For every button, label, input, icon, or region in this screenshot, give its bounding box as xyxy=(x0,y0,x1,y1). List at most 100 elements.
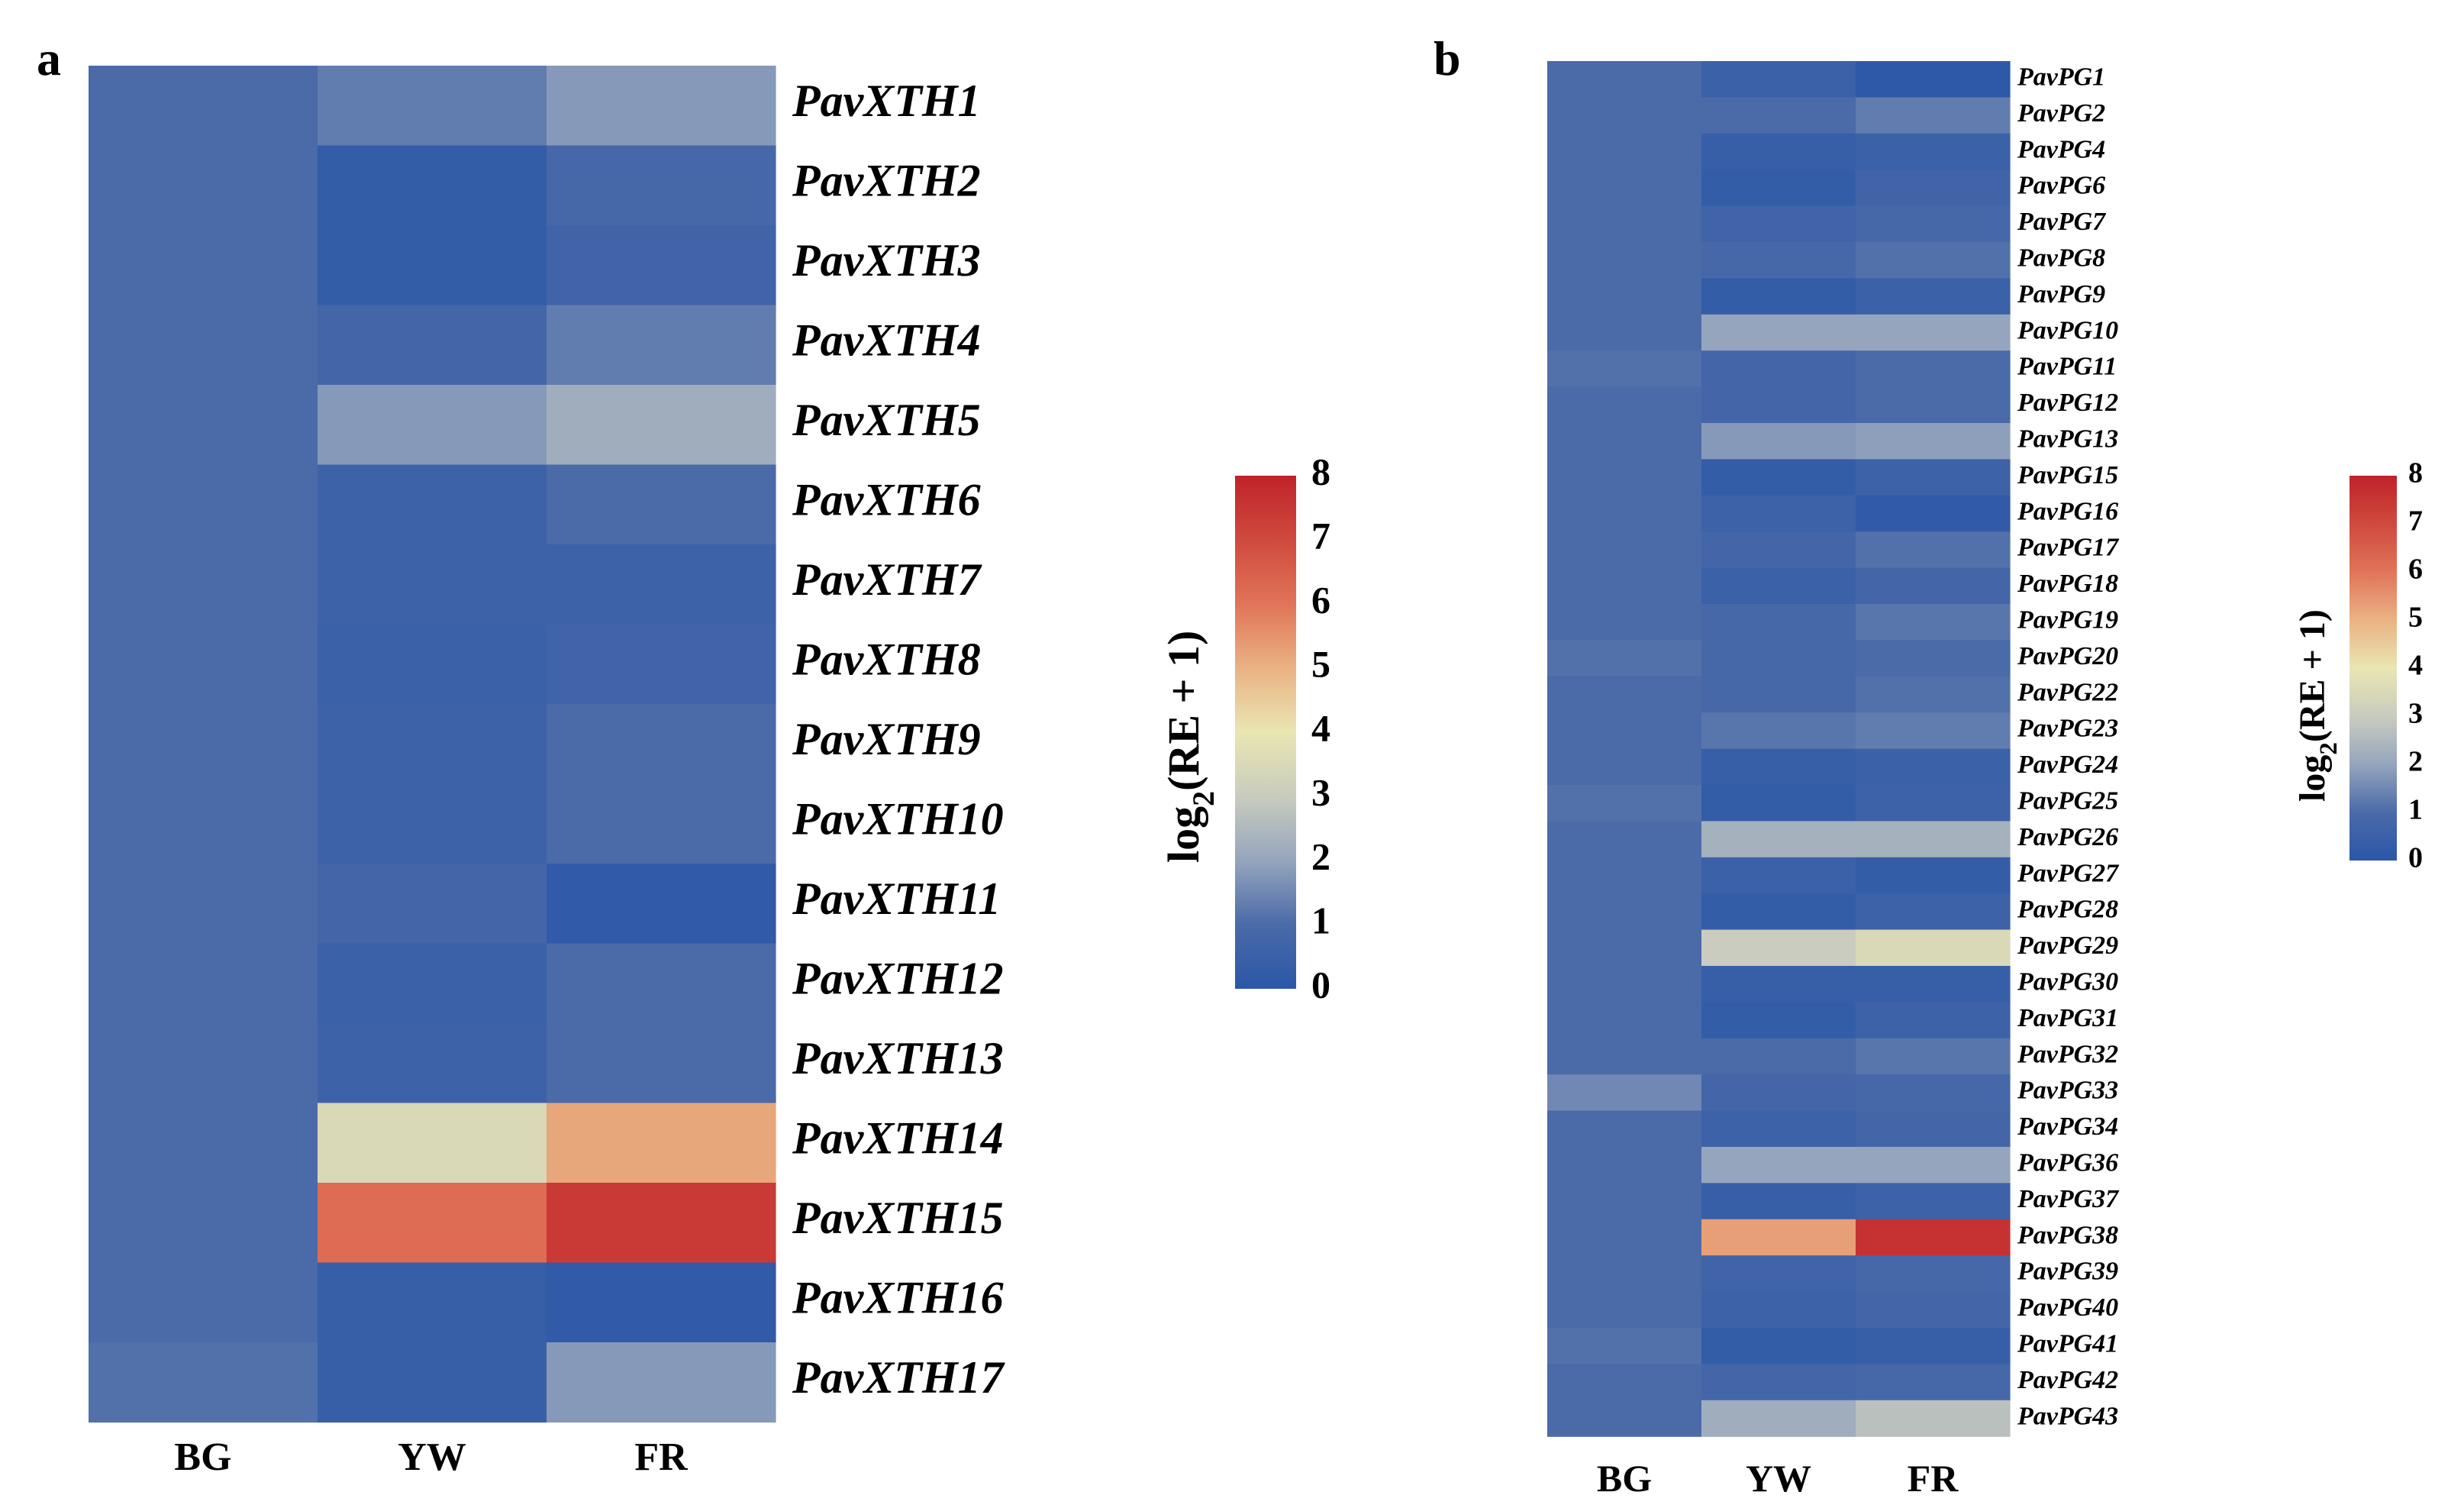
heatmap-cell-pavpg7-bg xyxy=(1547,205,1702,243)
column-label-fr: FR xyxy=(1908,1457,1959,1500)
colorbar-ticks-panel-b: 0 1 2 3 4 5 6 7 8 xyxy=(2408,457,2423,874)
heatmap-cell-pavpg6-bg xyxy=(1547,170,1702,207)
row-label: PavXTH14 xyxy=(792,1113,1004,1164)
heatmap-cell-pavxth15-bg xyxy=(89,1183,318,1264)
heatmap-cell-pavpg4-yw xyxy=(1701,133,1856,170)
heatmap-cell-pavpg18-fr xyxy=(1856,567,2011,605)
heatmap-cell-pavpg16-yw xyxy=(1701,495,1856,532)
heatmap-cell-pavxth16-bg xyxy=(89,1262,318,1343)
heatmap-cell-pavpg20-yw xyxy=(1701,640,1856,677)
colorbar-gradient xyxy=(1235,476,1296,989)
heatmap-cell-pavpg6-yw xyxy=(1701,170,1856,207)
row-label: PavPG22 xyxy=(2017,678,2118,706)
heatmap-cell-pavpg40-fr xyxy=(1856,1291,2011,1329)
row-label: PavPG13 xyxy=(2017,425,2118,453)
heatmap-panel-a: PavXTH1 PavXTH2 PavXTH3 PavXTH4 PavXTH5 PavXT… xyxy=(89,66,1005,1479)
heatmap-cell-pavpg27-yw xyxy=(1701,857,1856,894)
heatmap-cell-pavpg2-bg xyxy=(1547,97,1702,134)
heatmap-cell-pavpg32-yw xyxy=(1701,1038,1856,1075)
row-label: PavPG38 xyxy=(2017,1221,2118,1249)
heatmap-cell-pavpg19-yw xyxy=(1701,604,1856,641)
heatmap-cell-pavpg1-yw xyxy=(1701,61,1856,98)
colorbar-tick-label: 0 xyxy=(1311,963,1330,1006)
heatmap-cell-pavxth1-yw xyxy=(318,66,547,147)
row-label: PavPG37 xyxy=(2017,1185,2120,1213)
heatmap-cell-pavpg20-fr xyxy=(1856,640,2011,677)
heatmap-cell-pavpg17-yw xyxy=(1701,531,1856,569)
heatmap-cell-pavxth6-fr xyxy=(547,464,776,545)
heatmap-cell-pavpg13-yw xyxy=(1701,423,1856,460)
row-label: PavXTH13 xyxy=(792,1033,1004,1083)
heatmap-cell-pavpg22-fr xyxy=(1856,676,2011,713)
panel-label-a: a xyxy=(37,31,61,86)
heatmap-cell-pavpg22-yw xyxy=(1701,676,1856,713)
heatmap-cell-pavpg42-bg xyxy=(1547,1364,1702,1401)
heatmap-cell-pavxth12-fr xyxy=(547,943,776,1024)
heatmap-cell-pavxth17-fr xyxy=(547,1342,776,1423)
heatmap-cell-pavpg31-fr xyxy=(1856,1002,2011,1039)
heatmap-cell-pavxth10-fr xyxy=(547,783,776,864)
heatmap-cell-pavpg10-yw xyxy=(1701,314,1856,351)
colorbar-tick-label: 6 xyxy=(1311,578,1330,621)
heatmap-cell-pavxth7-fr xyxy=(547,544,776,625)
heatmap-cell-pavxth12-bg xyxy=(89,943,318,1024)
heatmap-cell-pavpg9-yw xyxy=(1701,278,1856,315)
heatmap-cell-pavpg38-fr xyxy=(1856,1219,2011,1256)
row-label: PavXTH16 xyxy=(792,1273,1004,1323)
heatmap-cell-pavpg39-yw xyxy=(1701,1255,1856,1293)
heatmap-cell-pavpg16-bg xyxy=(1547,495,1702,532)
heatmap-cell-pavpg29-fr xyxy=(1856,929,2011,967)
heatmap-cell-pavpg9-fr xyxy=(1856,278,2011,315)
heatmap-cell-pavpg41-fr xyxy=(1856,1328,2011,1364)
heatmap-cell-pavpg4-bg xyxy=(1547,133,1702,170)
heatmap-cell-pavpg6-fr xyxy=(1856,170,2011,207)
heatmap-cell-pavpg34-yw xyxy=(1701,1110,1856,1148)
heatmap-cell-pavpg33-yw xyxy=(1701,1074,1856,1112)
colorbar-tick-label: 8 xyxy=(1311,450,1330,492)
heatmap-cell-pavxth12-yw xyxy=(318,943,547,1024)
column-label-yw: YW xyxy=(398,1435,466,1479)
row-label: PavPG30 xyxy=(2017,967,2118,996)
heatmap-cell-pavpg31-bg xyxy=(1547,1002,1702,1039)
colorbar-title-main: log xyxy=(2292,755,2333,802)
heatmap-cell-pavxth10-bg xyxy=(89,783,318,864)
heatmap-cell-pavpg4-fr xyxy=(1856,133,2011,170)
heatmap-cell-pavxth8-fr xyxy=(547,624,776,705)
heatmap-cell-pavxth14-bg xyxy=(89,1103,318,1183)
column-label-yw: YW xyxy=(1746,1457,1811,1500)
colorbar-tick-label: 1 xyxy=(1311,899,1330,941)
row-label: PavPG9 xyxy=(2017,280,2105,308)
row-label: PavPG40 xyxy=(2017,1293,2118,1322)
heatmap-cell-pavpg32-bg xyxy=(1547,1038,1702,1075)
row-label: PavPG28 xyxy=(2017,896,2118,924)
heatmap-cell-pavxth2-fr xyxy=(547,145,776,226)
heatmap-cell-pavpg23-yw xyxy=(1701,712,1856,750)
row-label: PavPG11 xyxy=(2017,353,2117,381)
heatmap-cell-pavpg11-bg xyxy=(1547,350,1702,388)
heatmap-cell-pavpg43-bg xyxy=(1547,1400,1702,1437)
heatmap-cell-pavpg37-yw xyxy=(1701,1183,1856,1220)
heatmap-cell-pavpg13-bg xyxy=(1547,423,1702,460)
column-label-bg: BG xyxy=(1597,1457,1652,1500)
heatmap-cell-pavpg40-bg xyxy=(1547,1291,1702,1329)
heatmap-cell-pavpg34-fr xyxy=(1856,1110,2011,1148)
row-label: PavXTH10 xyxy=(792,794,1004,844)
heatmap-cell-pavpg32-fr xyxy=(1856,1038,2011,1075)
row-label: PavPG32 xyxy=(2017,1040,2118,1068)
heatmap-cell-pavpg7-yw xyxy=(1701,205,1856,243)
heatmap-cell-pavxth16-yw xyxy=(318,1262,547,1343)
heatmap-cell-pavpg25-fr xyxy=(1856,785,2011,822)
heatmap-cell-pavpg12-fr xyxy=(1856,386,2011,424)
heatmap-cell-pavpg8-fr xyxy=(1856,242,2011,279)
row-label: PavXTH12 xyxy=(792,954,1004,1004)
heatmap-cell-pavxth7-yw xyxy=(318,544,547,625)
heatmap-cell-pavxth15-yw xyxy=(318,1183,547,1264)
colorbar-tick-label: 2 xyxy=(1311,835,1330,877)
heatmap-cell-pavxth9-yw xyxy=(318,704,547,785)
colorbar-tick-label: 8 xyxy=(2408,457,2423,489)
heatmap-cell-pavpg28-yw xyxy=(1701,893,1856,931)
heatmap-cell-pavpg30-bg xyxy=(1547,966,1702,1003)
colorbar-tick-label: 1 xyxy=(2408,794,2423,826)
heatmap-cell-pavxth10-yw xyxy=(318,783,547,864)
row-label: PavPG23 xyxy=(2017,715,2118,743)
